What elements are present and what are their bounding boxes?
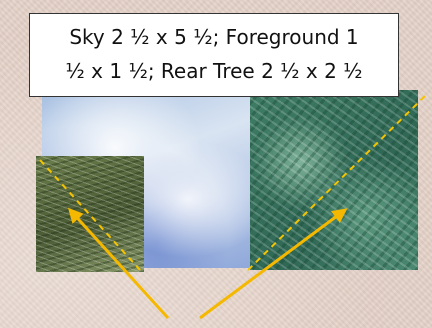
foreground-fabric-square bbox=[36, 156, 144, 272]
caption-box: Sky 2 ½ x 5 ½; Foreground 1 ½ x 1 ½; Rea… bbox=[29, 13, 399, 97]
caption-line-1: Sky 2 ½ x 5 ½; Foreground 1 bbox=[69, 25, 359, 49]
dashed-guide-left bbox=[39, 159, 141, 271]
arrow-right bbox=[199, 208, 348, 320]
dashed-guide-right bbox=[247, 95, 426, 271]
arrow-left bbox=[67, 207, 170, 320]
caption-line-2: ½ x 1 ½; Rear Tree 2 ½ x 2 ½ bbox=[65, 59, 363, 83]
rear-tree-fabric-square bbox=[250, 90, 418, 270]
